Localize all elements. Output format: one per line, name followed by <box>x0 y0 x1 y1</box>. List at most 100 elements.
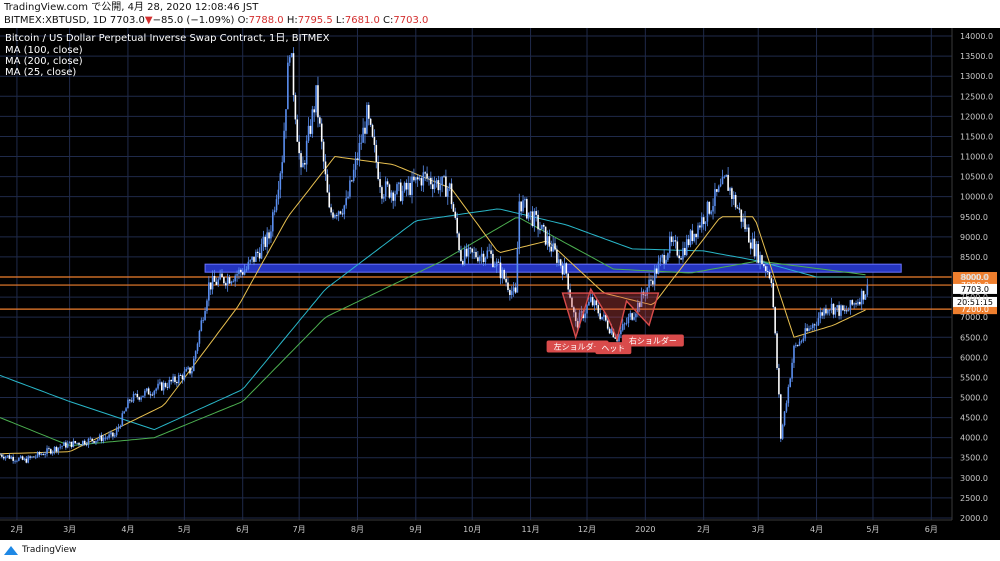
candle-body <box>142 395 144 398</box>
y-tick-label: 11000.0 <box>960 153 993 162</box>
candle-body <box>478 256 481 262</box>
candle-body <box>223 277 225 284</box>
candle-body <box>70 441 73 448</box>
y-tick-label: 6500.0 <box>960 333 988 342</box>
candle-body <box>574 312 577 322</box>
candle-body <box>209 282 212 290</box>
candle-body <box>213 275 216 282</box>
candle-body <box>356 158 359 160</box>
candle-body <box>770 278 773 284</box>
candle-body <box>127 399 129 409</box>
candle-body <box>729 188 731 191</box>
candle-body <box>539 229 541 231</box>
high-value: 7795.5 <box>297 15 333 26</box>
candle-body <box>676 241 679 256</box>
candle-body <box>313 109 315 113</box>
candle-body <box>811 324 814 329</box>
candle-body <box>362 127 364 143</box>
candle-body <box>795 345 797 346</box>
time-axis[interactable]: 2月 3月 4月 5月 6月 7月 8月 9月 10月 11月 12月 2020 2月 3月 4月 5月 6月 <box>0 519 952 534</box>
x-tick-label: 8月 <box>351 525 364 534</box>
footer-bar: TradingView <box>0 540 1000 561</box>
candle-body <box>4 456 7 459</box>
x-tick-label: 11月 <box>521 525 539 534</box>
candle-body <box>332 212 334 218</box>
candle-body <box>275 199 278 211</box>
candle-body <box>463 248 466 265</box>
y-tick-label: 12000.0 <box>960 112 993 121</box>
candle-body <box>196 343 199 352</box>
candle-body <box>431 184 434 190</box>
candle-body <box>808 328 810 331</box>
candle-body <box>307 125 310 141</box>
candle-body <box>430 177 432 185</box>
y-tick-label: 8000.0 <box>960 273 988 282</box>
candle-body <box>298 141 300 154</box>
candle-body <box>311 109 314 134</box>
candle-body <box>778 368 780 395</box>
candle-body <box>349 180 351 197</box>
candle-body <box>36 452 39 457</box>
candle-body <box>589 297 592 302</box>
candle-body <box>411 176 413 195</box>
candle-body <box>859 301 861 305</box>
candle-body <box>832 303 835 315</box>
candle-body <box>516 248 519 293</box>
candle-body <box>87 438 90 445</box>
candle-body <box>249 259 252 262</box>
candle-body <box>494 266 496 268</box>
legend: Bitcoin / US Dollar Perpetual Inverse Sw… <box>5 33 330 78</box>
candle-body <box>535 211 538 215</box>
y-tick-label: 4500.0 <box>960 414 988 423</box>
candle-body <box>40 454 43 456</box>
candle-body <box>373 136 376 145</box>
candle-body <box>191 371 193 374</box>
candle-body <box>552 243 554 252</box>
price-label-bg <box>953 283 997 294</box>
candle-body <box>247 261 250 270</box>
candle-body <box>198 330 201 344</box>
candle-body <box>843 310 846 312</box>
candle-body <box>740 209 743 222</box>
candle-body <box>341 213 344 215</box>
y-tick-label: 13000.0 <box>960 72 993 81</box>
y-tick-label: 7500.0 <box>960 293 988 302</box>
candle-body <box>65 442 67 448</box>
chart-title: Bitcoin / US Dollar Perpetual Inverse Sw… <box>5 33 330 44</box>
price-axis[interactable]: 14000.0 13500.0 13000.0 12500.0 12000.0 11500… <box>951 28 993 523</box>
candle-body <box>55 446 58 452</box>
candle-body <box>817 318 820 326</box>
candle-body <box>232 281 235 283</box>
ma100-line <box>0 208 866 431</box>
candle-body <box>309 125 312 134</box>
candle-body <box>708 201 711 214</box>
candle-body <box>217 279 220 286</box>
candle-body <box>608 328 611 334</box>
candle-body <box>501 269 504 279</box>
candle-body <box>714 189 716 207</box>
candle-body <box>834 307 837 315</box>
candle-body <box>78 442 80 445</box>
candle-body <box>633 317 635 320</box>
candle-body <box>110 432 112 435</box>
candle-body <box>860 290 863 305</box>
candle-body <box>537 214 539 230</box>
candle-body <box>749 242 752 249</box>
candle-body <box>383 196 385 199</box>
candle-body <box>657 261 660 274</box>
candle-body <box>764 266 767 272</box>
candle-body <box>680 258 682 260</box>
candle-body <box>53 446 56 452</box>
candle-body <box>465 248 468 257</box>
candle-body <box>162 383 165 391</box>
tradingview-logo[interactable]: TradingView <box>4 544 76 556</box>
candle-body <box>595 300 598 306</box>
y-tick-label: 10500.0 <box>960 173 993 182</box>
candle-body <box>121 413 124 426</box>
y-tick-label: 3000.0 <box>960 474 988 483</box>
candle-body <box>407 182 410 190</box>
candle-body <box>46 448 48 455</box>
candle-body <box>573 307 575 313</box>
